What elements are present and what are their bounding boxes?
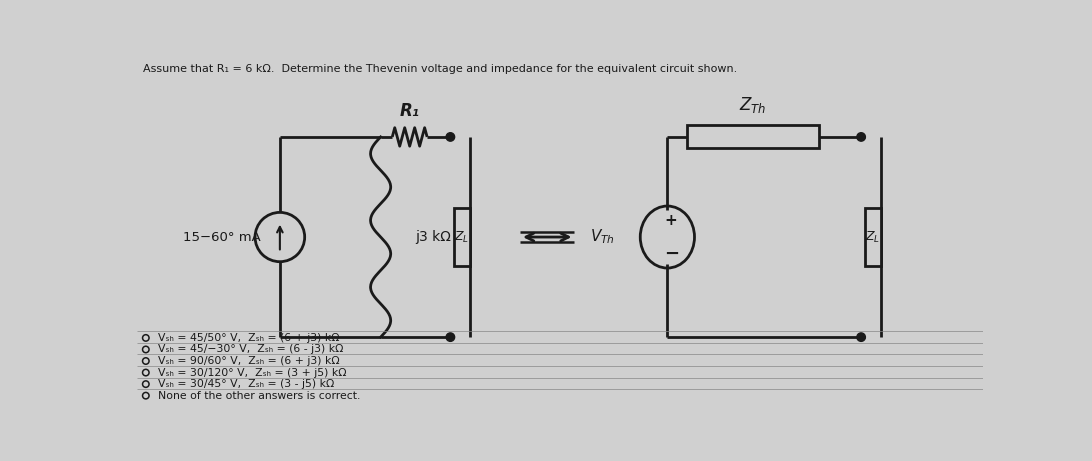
Text: $V_{Th}$: $V_{Th}$ (590, 228, 615, 246)
Circle shape (857, 133, 865, 141)
Text: −: − (664, 245, 679, 263)
Text: $Z_L$: $Z_L$ (865, 230, 880, 245)
Text: R₁: R₁ (400, 102, 419, 120)
Text: Vₛₕ = 30∕120° V,  Zₛₕ = (3 + j5) kΩ: Vₛₕ = 30∕120° V, Zₛₕ = (3 + j5) kΩ (158, 367, 346, 378)
Circle shape (857, 333, 865, 342)
Circle shape (447, 133, 454, 141)
Text: j3 kΩ: j3 kΩ (415, 230, 451, 244)
Bar (865, 208, 880, 266)
Text: None of the other answers is correct.: None of the other answers is correct. (158, 390, 360, 401)
Text: Vₛₕ = 45∕−30° V,  Zₛₕ = (6 - j3) kΩ: Vₛₕ = 45∕−30° V, Zₛₕ = (6 - j3) kΩ (158, 344, 344, 355)
Bar (687, 125, 819, 148)
Text: Vₛₕ = 90∕60° V,  Zₛₕ = (6 + j3) kΩ: Vₛₕ = 90∕60° V, Zₛₕ = (6 + j3) kΩ (158, 356, 340, 366)
Text: 15−60° mA: 15−60° mA (182, 230, 261, 243)
Circle shape (447, 333, 454, 342)
Text: Assume that R₁ = 6 kΩ.  Determine the Thevenin voltage and impedance for the equ: Assume that R₁ = 6 kΩ. Determine the The… (143, 64, 737, 74)
Text: +: + (665, 213, 678, 228)
Text: Vₛₕ = 30∕45° V,  Zₛₕ = (3 - j5) kΩ: Vₛₕ = 30∕45° V, Zₛₕ = (3 - j5) kΩ (158, 379, 334, 389)
Text: $Z_{Th}$: $Z_{Th}$ (739, 95, 767, 115)
Text: $Z_L$: $Z_L$ (454, 230, 470, 245)
Text: Vₛₕ = 45∕50° V,  Zₛₕ = (6 + j3) kΩ: Vₛₕ = 45∕50° V, Zₛₕ = (6 + j3) kΩ (158, 333, 340, 343)
Bar (454, 208, 470, 266)
